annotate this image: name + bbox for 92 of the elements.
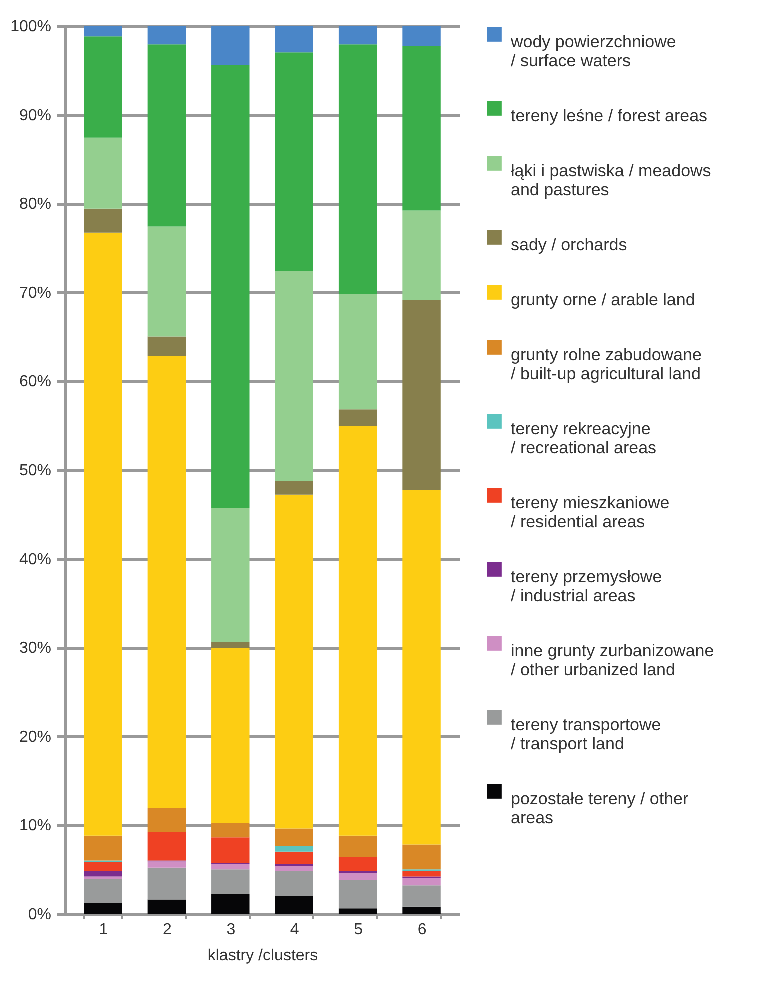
bar	[275, 846, 314, 852]
y-tick-label: 30%	[19, 640, 52, 658]
bar	[84, 876, 122, 880]
bar	[338, 410, 378, 426]
bar	[84, 871, 122, 877]
bar	[212, 65, 250, 508]
bar	[275, 866, 314, 872]
bar	[338, 44, 378, 294]
x-tick-label: 5	[354, 922, 364, 938]
bar	[148, 868, 186, 900]
bar	[148, 900, 186, 914]
bar	[148, 808, 186, 832]
bar	[275, 871, 314, 896]
x-tick-label: 2	[162, 922, 172, 938]
bar	[338, 873, 378, 880]
bar	[84, 26, 122, 37]
bar	[148, 832, 186, 861]
bar	[402, 46, 441, 211]
x-tick-label: 1	[99, 922, 108, 938]
legend-label: grunty rolne zabudowane / built-up agricultural land	[511, 346, 702, 384]
y-tick-label: 50%	[19, 462, 52, 480]
bar	[148, 44, 186, 227]
bar	[212, 26, 250, 66]
bar	[148, 226, 186, 337]
bar	[212, 642, 250, 648]
bar	[212, 870, 250, 894]
bar	[338, 857, 378, 872]
y-tick-label: 80%	[19, 196, 52, 214]
bar	[338, 908, 378, 914]
bar	[402, 210, 441, 300]
bar	[275, 828, 314, 847]
bar	[275, 26, 314, 53]
bar	[275, 52, 314, 272]
bar	[212, 838, 250, 864]
bar	[212, 648, 250, 824]
legend-label: tereny rekreacyjne / recreational areas	[511, 420, 657, 458]
bar	[148, 336, 186, 356]
bar	[275, 852, 314, 864]
y-tick-label: 20%	[19, 728, 52, 746]
bar	[148, 862, 186, 868]
bar	[84, 138, 122, 209]
legend-label: łąki i pastwiska / meadows and pastures	[511, 162, 712, 200]
bar	[402, 844, 441, 870]
bar	[402, 490, 441, 845]
bar	[84, 36, 122, 138]
bar	[402, 878, 441, 886]
y-tick-label: 100%	[10, 18, 52, 36]
y-tick-label: 70%	[19, 284, 52, 302]
bar	[338, 294, 378, 410]
y-tick-label: 60%	[19, 374, 52, 391]
legend-label: sady / orchards	[511, 236, 628, 254]
legend-label: inne grunty zurbanizowane / other urbanized land	[511, 642, 714, 680]
bar	[148, 356, 186, 808]
bar	[402, 300, 441, 490]
bar	[402, 871, 441, 877]
bar	[402, 906, 441, 914]
bar	[275, 494, 314, 829]
x-axis-title: klastry /clusters	[208, 948, 318, 964]
bar	[275, 896, 314, 914]
bar	[84, 862, 122, 872]
x-tick-label: 3	[226, 922, 236, 938]
bar	[338, 26, 378, 45]
bar	[84, 208, 122, 233]
y-tick-label: 10%	[19, 818, 52, 835]
bar	[84, 879, 122, 904]
legend-label: pozostałe tereny / other areas	[511, 790, 689, 828]
bar	[402, 26, 441, 46]
bar	[148, 26, 186, 45]
bar	[338, 880, 378, 909]
bar	[402, 886, 441, 907]
x-tick-label: 6	[418, 922, 427, 938]
legend-label: tereny przemysłowe / industrial areas	[511, 568, 662, 606]
bar	[275, 271, 314, 482]
bar	[212, 864, 250, 870]
y-tick-label: 0%	[28, 906, 52, 924]
bar	[84, 903, 122, 914]
y-tick-label: 90%	[19, 107, 52, 124]
bar	[338, 426, 378, 836]
legend-label: tereny transportowe / transport land	[511, 716, 662, 754]
bar	[212, 823, 250, 838]
bar	[275, 482, 314, 495]
bar	[338, 836, 378, 858]
bar	[212, 894, 250, 914]
legend-label: wody powierzchniowe / surface waters	[510, 32, 676, 70]
bar	[84, 232, 122, 836]
legend-label: tereny mieszkaniowe / residential areas	[511, 494, 670, 532]
x-tick-label: 4	[290, 922, 300, 938]
y-tick-label: 40%	[19, 551, 52, 568]
bar	[84, 836, 122, 861]
legend-label: tereny leśne / forest areas	[511, 106, 708, 126]
bar	[212, 508, 250, 642]
legend-label: grunty orne / arable land	[511, 290, 696, 310]
